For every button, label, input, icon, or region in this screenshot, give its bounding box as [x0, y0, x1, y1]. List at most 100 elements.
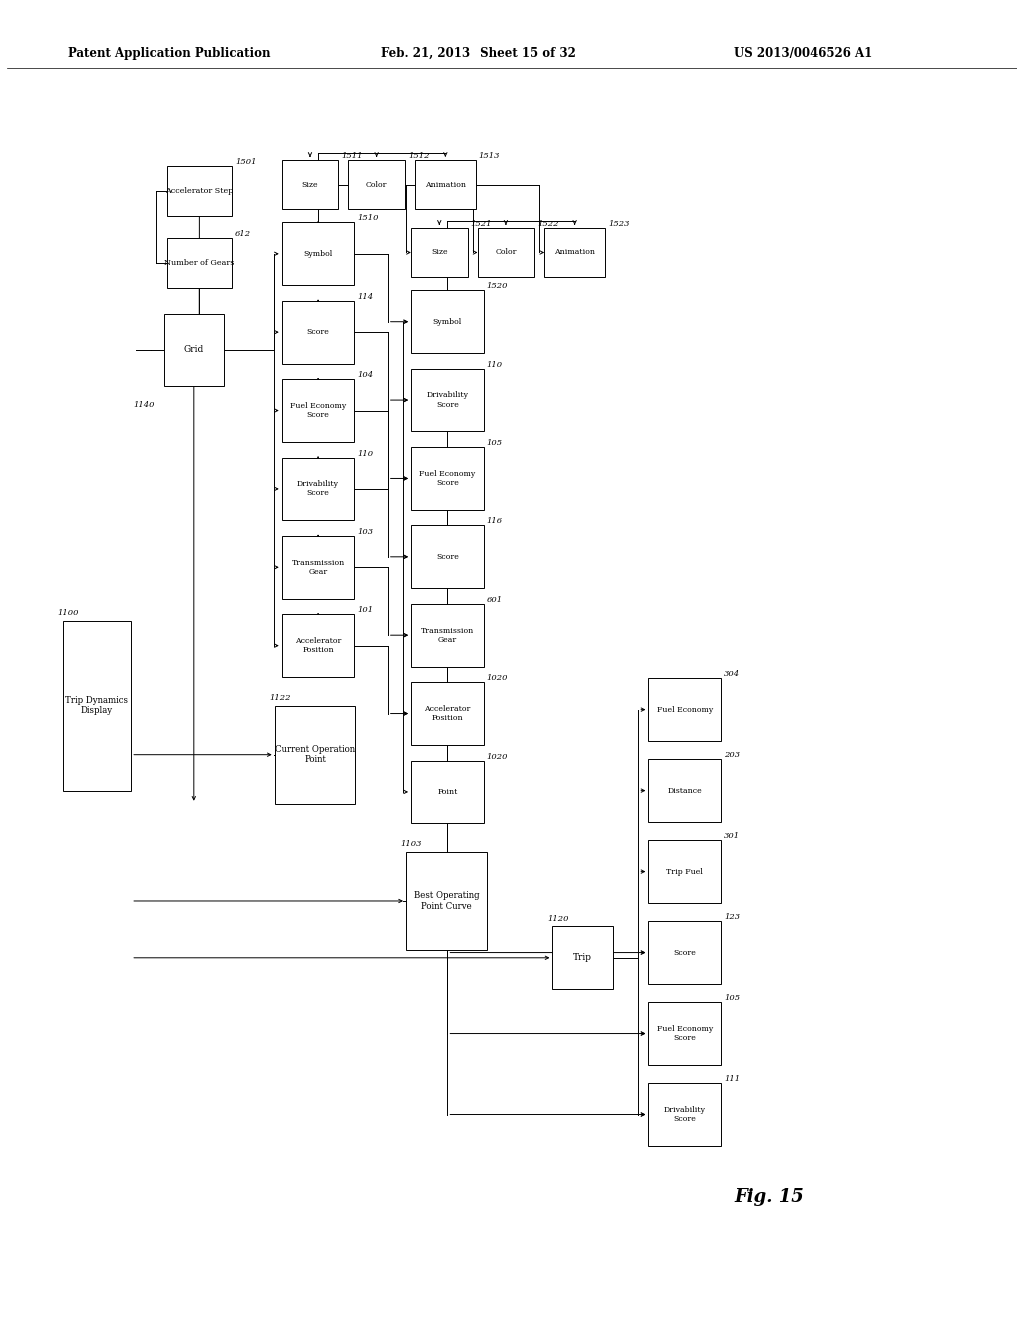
Text: Color: Color [496, 248, 517, 256]
Text: Drivability
Score: Drivability Score [664, 1106, 706, 1123]
Text: Animation: Animation [554, 248, 595, 256]
Text: Animation: Animation [425, 181, 466, 189]
FancyBboxPatch shape [282, 160, 338, 210]
Text: 1140: 1140 [133, 401, 155, 409]
Text: 104: 104 [357, 371, 374, 379]
Text: 203: 203 [724, 751, 740, 759]
Text: 1122: 1122 [269, 694, 291, 702]
Text: 1103: 1103 [400, 840, 422, 847]
FancyBboxPatch shape [348, 160, 404, 210]
Text: Feb. 21, 2013  Sheet 15 of 32: Feb. 21, 2013 Sheet 15 of 32 [381, 46, 575, 59]
FancyBboxPatch shape [477, 227, 535, 277]
Text: 110: 110 [357, 450, 374, 458]
Text: 1512: 1512 [408, 152, 429, 160]
FancyBboxPatch shape [415, 160, 475, 210]
Text: Score: Score [306, 329, 330, 337]
Text: Size: Size [302, 181, 318, 189]
Text: Drivability
Score: Drivability Score [297, 480, 339, 498]
Text: 111: 111 [724, 1076, 740, 1084]
Text: 1020: 1020 [486, 675, 508, 682]
Text: Accelerator
Position: Accelerator Position [295, 638, 341, 655]
FancyBboxPatch shape [648, 759, 721, 822]
Text: 612: 612 [236, 230, 251, 238]
Text: 1522: 1522 [538, 219, 559, 227]
FancyBboxPatch shape [282, 379, 354, 442]
FancyBboxPatch shape [411, 682, 483, 744]
Text: 301: 301 [724, 832, 740, 841]
FancyBboxPatch shape [648, 1002, 721, 1065]
Text: Transmission
Gear: Transmission Gear [421, 627, 474, 644]
Text: Fuel Economy
Score: Fuel Economy Score [290, 401, 346, 420]
Text: 103: 103 [357, 528, 374, 536]
Text: US 2013/0046526 A1: US 2013/0046526 A1 [734, 46, 872, 59]
Text: Distance: Distance [668, 787, 702, 795]
Text: Fig. 15: Fig. 15 [734, 1188, 804, 1206]
Text: 1020: 1020 [486, 752, 508, 760]
Text: Accelerator
Position: Accelerator Position [424, 705, 471, 722]
Text: Drivability
Score: Drivability Score [426, 392, 468, 409]
FancyBboxPatch shape [282, 614, 354, 677]
FancyBboxPatch shape [648, 841, 721, 903]
Text: 1513: 1513 [478, 152, 500, 160]
Text: Fuel Economy: Fuel Economy [656, 706, 713, 714]
FancyBboxPatch shape [282, 458, 354, 520]
FancyBboxPatch shape [167, 238, 232, 288]
FancyBboxPatch shape [648, 678, 721, 741]
Text: 105: 105 [724, 994, 740, 1002]
FancyBboxPatch shape [411, 227, 468, 277]
FancyBboxPatch shape [282, 301, 354, 363]
Text: 1520: 1520 [486, 282, 508, 290]
Text: Color: Color [366, 181, 387, 189]
Text: Trip Dynamics
Display: Trip Dynamics Display [66, 696, 128, 715]
Text: Trip Fuel: Trip Fuel [667, 867, 703, 875]
Text: Size: Size [431, 248, 447, 256]
Text: Score: Score [436, 553, 459, 561]
Text: Fuel Economy
Score: Fuel Economy Score [419, 470, 475, 487]
FancyBboxPatch shape [406, 851, 486, 950]
Text: 1100: 1100 [57, 609, 79, 616]
FancyBboxPatch shape [282, 223, 354, 285]
Text: 114: 114 [357, 293, 374, 301]
Text: 116: 116 [486, 517, 503, 525]
FancyBboxPatch shape [552, 927, 613, 989]
Text: Accelerator Step: Accelerator Step [165, 187, 233, 195]
Text: Fuel Economy
Score: Fuel Economy Score [656, 1024, 713, 1043]
FancyBboxPatch shape [282, 536, 354, 598]
FancyBboxPatch shape [411, 760, 483, 824]
Text: Patent Application Publication: Patent Application Publication [68, 46, 270, 59]
Text: 110: 110 [486, 360, 503, 368]
Text: Number of Gears: Number of Gears [164, 259, 234, 267]
Text: Symbol: Symbol [303, 249, 333, 257]
FancyBboxPatch shape [411, 447, 483, 510]
Text: 601: 601 [486, 595, 503, 603]
FancyBboxPatch shape [411, 368, 483, 432]
FancyBboxPatch shape [411, 603, 483, 667]
Text: 1510: 1510 [357, 214, 379, 223]
FancyBboxPatch shape [545, 227, 605, 277]
Text: 101: 101 [357, 606, 374, 614]
Text: 1120: 1120 [548, 915, 569, 923]
FancyBboxPatch shape [411, 525, 483, 589]
Text: Trip: Trip [573, 953, 592, 962]
FancyBboxPatch shape [648, 1084, 721, 1146]
Text: Point: Point [437, 788, 458, 796]
FancyBboxPatch shape [62, 620, 131, 791]
Text: Current Operation
Point: Current Operation Point [275, 744, 355, 764]
Text: 1511: 1511 [341, 152, 362, 160]
Text: Score: Score [674, 949, 696, 957]
FancyBboxPatch shape [167, 166, 232, 216]
FancyBboxPatch shape [411, 290, 483, 352]
Text: Symbol: Symbol [433, 318, 462, 326]
Text: 1521: 1521 [471, 219, 493, 227]
Text: 123: 123 [724, 913, 740, 921]
Text: 1523: 1523 [608, 219, 630, 227]
FancyBboxPatch shape [274, 706, 355, 804]
Text: Transmission
Gear: Transmission Gear [292, 558, 345, 576]
Text: 105: 105 [486, 440, 503, 447]
Text: 304: 304 [724, 671, 740, 678]
Text: Best Operating
Point Curve: Best Operating Point Curve [414, 891, 479, 911]
FancyBboxPatch shape [164, 314, 224, 385]
Text: Grid: Grid [183, 346, 204, 354]
Text: 1501: 1501 [236, 158, 257, 166]
FancyBboxPatch shape [648, 921, 721, 983]
